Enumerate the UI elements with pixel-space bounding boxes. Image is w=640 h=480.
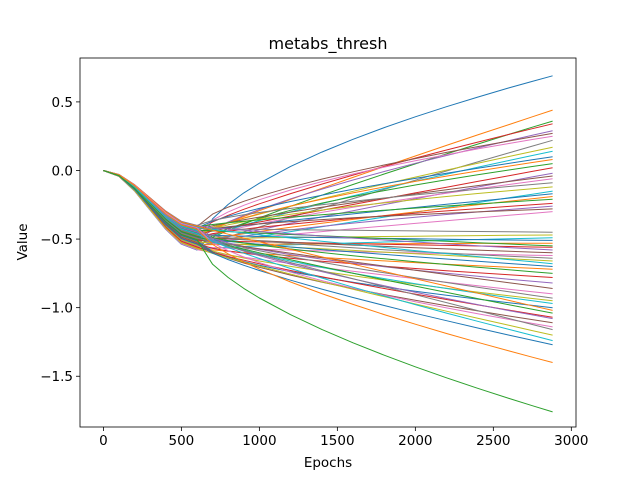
series-line bbox=[103, 170, 553, 413]
series-line bbox=[103, 170, 553, 304]
x-tick-label: 1000 bbox=[242, 433, 276, 449]
series-line bbox=[103, 170, 553, 318]
series-lines bbox=[103, 75, 553, 413]
y-tick-label: 0.5 bbox=[52, 95, 73, 111]
plot-area bbox=[80, 58, 576, 427]
series-line bbox=[103, 170, 553, 299]
x-tick-label: 1500 bbox=[320, 433, 354, 449]
x-tick-label: 2000 bbox=[398, 433, 432, 449]
series-line bbox=[103, 170, 553, 328]
series-line bbox=[103, 170, 553, 311]
x-axis-ticks: 0 500 1000 1500 2000 2500 3000 bbox=[99, 427, 589, 449]
x-axis-label: Epochs bbox=[304, 455, 352, 471]
series-line bbox=[103, 170, 553, 331]
series-line bbox=[103, 170, 553, 336]
chart-title: metabs_thresh bbox=[269, 34, 388, 54]
x-tick-label: 2500 bbox=[476, 433, 510, 449]
plot-frame bbox=[79, 57, 577, 428]
x-tick-label: 0 bbox=[99, 433, 108, 449]
y-tick-label: −1.0 bbox=[40, 301, 73, 317]
y-axis-ticks: 0.5 0.0 −0.5 −1.0 −1.5 bbox=[40, 95, 80, 385]
series-line bbox=[103, 170, 553, 314]
y-tick-label: −1.5 bbox=[40, 369, 73, 385]
series-line bbox=[103, 170, 553, 346]
x-tick-label: 3000 bbox=[554, 433, 588, 449]
y-axis-label: Value bbox=[15, 223, 31, 260]
y-tick-label: −0.5 bbox=[40, 232, 73, 248]
series-line bbox=[103, 170, 553, 320]
series-line bbox=[103, 170, 553, 324]
x-tick-label: 500 bbox=[168, 433, 194, 449]
y-tick-label: 0.0 bbox=[52, 163, 73, 179]
series-line bbox=[103, 170, 553, 342]
series-line bbox=[103, 170, 553, 363]
